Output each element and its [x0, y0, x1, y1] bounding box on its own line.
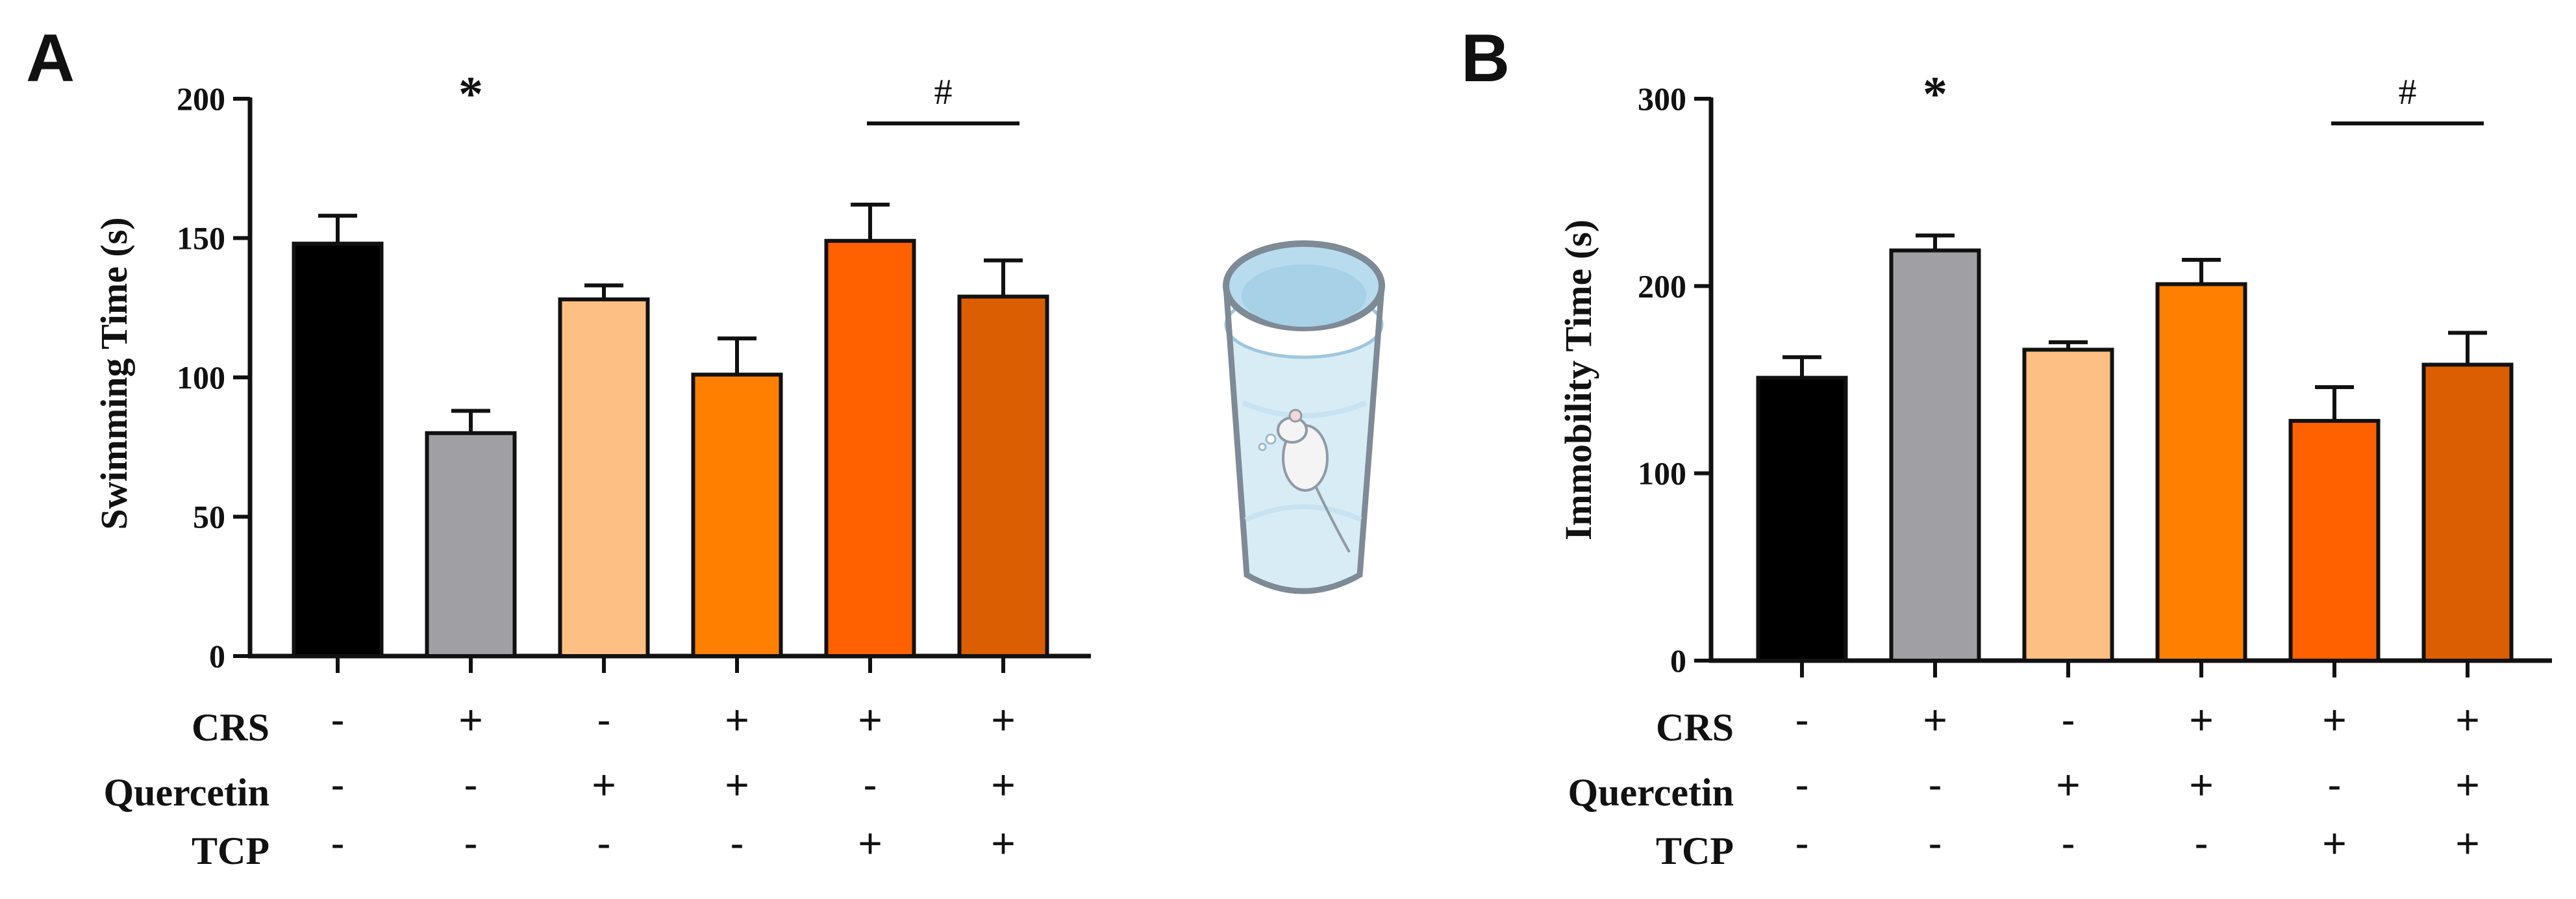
- panel-b-bar: [2022, 348, 2114, 663]
- mouse-ear-icon: [1288, 409, 1303, 423]
- panel-b-significance-hash: #: [2399, 72, 2417, 112]
- panel-a-y-tick-label: 100: [177, 359, 225, 396]
- panel-a-row-label-tcp: TCP: [192, 829, 269, 872]
- panel-b-y-tick-label: 0: [1670, 642, 1686, 679]
- panel-a-treatment-sign: -: [863, 761, 877, 808]
- panel-a-y-tick-label: 150: [177, 220, 225, 257]
- panel-b-treatment-sign: +: [2455, 696, 2479, 743]
- bubble-icon: [1258, 442, 1267, 451]
- panel-b-treatment-sign: +: [1923, 696, 1947, 743]
- panel-b-row-label-crs: CRS: [1656, 706, 1734, 749]
- panel-a-bar: [824, 238, 916, 659]
- panel-a-treatment-sign: +: [725, 696, 749, 743]
- panel-a-y-tick-label: 0: [209, 638, 225, 674]
- panel-a-y-tick-label: 200: [177, 81, 225, 117]
- panel-a-y-tick-label: 50: [193, 499, 225, 535]
- panel-b-treatment-sign: +: [2189, 761, 2213, 808]
- panel-a-letter: A: [26, 21, 75, 96]
- panel-a-treatment-sign: +: [725, 761, 749, 808]
- panel-a-treatment-sign: +: [991, 696, 1015, 743]
- panel-b-bar: [2155, 282, 2247, 663]
- panel-a-treatment-sign: +: [991, 820, 1015, 867]
- panel-a-y-axis-title: Swimming Time (s): [93, 217, 135, 529]
- panel-a-significance-star: *: [458, 67, 483, 121]
- panel-b-treatment-sign: +: [2455, 820, 2479, 867]
- panel-a-treatment-sign: -: [597, 696, 610, 743]
- panel-b-bar: [1889, 248, 1981, 663]
- panel-b-y-tick-label: 300: [1638, 81, 1686, 117]
- panel-a-row-label-crs: CRS: [192, 706, 269, 749]
- panel-b-treatment-sign: -: [1928, 820, 1942, 867]
- bubble-icon: [1265, 433, 1277, 445]
- panel-b-treatment-sign: -: [1928, 761, 1942, 808]
- panel-b-plot: 0 100 200 300 * # CRS - + - + + + Quercetin - - + + - + TCP -…: [1568, 67, 2552, 872]
- panel-a-treatment-sign: -: [464, 761, 477, 808]
- panel-b-treatment-sign: +: [2322, 696, 2346, 743]
- panel-a-treatment-sign: -: [331, 696, 344, 743]
- panel-a-plot: 0 50 100 150 200 * # CRS - + - + + + Quercetin - - + + - + TC…: [104, 67, 1091, 872]
- cylinder-wall: [1223, 285, 1385, 594]
- panel-a-significance-hash: #: [934, 72, 953, 112]
- panel-b: B Immobility Time (s) 0 100 200 300 * # CRS - + -…: [1461, 21, 2552, 872]
- panel-b-treatment-sign: -: [2061, 820, 2075, 867]
- panel-a-bar: [691, 372, 783, 659]
- panel-b-letter: B: [1461, 21, 1510, 96]
- panel-b-bar: [1756, 375, 1848, 663]
- panel-b-y-tick-label: 200: [1638, 268, 1686, 304]
- panel-a-treatment-sign: -: [331, 761, 344, 808]
- panel-b-treatment-sign: +: [2455, 761, 2479, 808]
- panel-b-treatment-sign: +: [2056, 761, 2080, 808]
- panel-a-treatment-sign: -: [730, 820, 744, 867]
- panel-b-row-label-tcp: TCP: [1656, 829, 1734, 872]
- panel-a-treatment-sign: -: [597, 820, 610, 867]
- panel-b-bar: [2288, 418, 2381, 663]
- panel-b-row-label-quercetin: Quercetin: [1568, 771, 1734, 814]
- panel-b-treatment-sign: -: [1795, 696, 1808, 743]
- panel-a-treatment-sign: +: [858, 820, 882, 867]
- panel-a-treatment-sign: +: [592, 761, 616, 808]
- panel-b-treatment-sign: -: [1795, 820, 1808, 867]
- panel-b-treatment-sign: -: [2327, 761, 2341, 808]
- panel-a-bar: [292, 242, 384, 658]
- panel-a-treatment-sign: +: [858, 696, 882, 743]
- panel-b-treatment-sign: -: [2061, 696, 2075, 743]
- panel-b-treatment-sign: +: [2189, 696, 2213, 743]
- mouse-tail-icon: [1312, 480, 1351, 553]
- panel-b-treatment-sign: -: [2194, 820, 2208, 867]
- panel-b-y-tick-label: 100: [1638, 455, 1686, 492]
- panel-b-y-axis-title: Immobility Time (s): [1557, 220, 1599, 540]
- panel-b-treatment-sign: +: [2322, 820, 2346, 867]
- panel-a-bar: [558, 297, 650, 658]
- water-ripple-lower: [1244, 504, 1362, 522]
- cylinder-inner: [1242, 264, 1366, 327]
- panel-a-treatment-sign: -: [464, 820, 477, 867]
- panel-a-bar: [425, 431, 517, 658]
- panel-b-bar: [2421, 362, 2514, 663]
- water-ripple: [1242, 400, 1368, 418]
- panel-b-treatment-sign: -: [1795, 761, 1808, 808]
- panel-a-treatment-sign: +: [458, 696, 482, 743]
- panel-a: A Swimming Time (s) 0 50 100 150 200 * # CRS - + -…: [26, 21, 1091, 872]
- panel-a-treatment-sign: +: [991, 761, 1015, 808]
- panel-a-treatment-sign: -: [331, 820, 344, 867]
- panel-a-row-label-quercetin: Quercetin: [104, 771, 270, 814]
- panel-a-bar: [957, 294, 1049, 658]
- panel-b-significance-star: *: [1923, 67, 1947, 121]
- forced-swim-cylinder-illustration: [1223, 240, 1385, 594]
